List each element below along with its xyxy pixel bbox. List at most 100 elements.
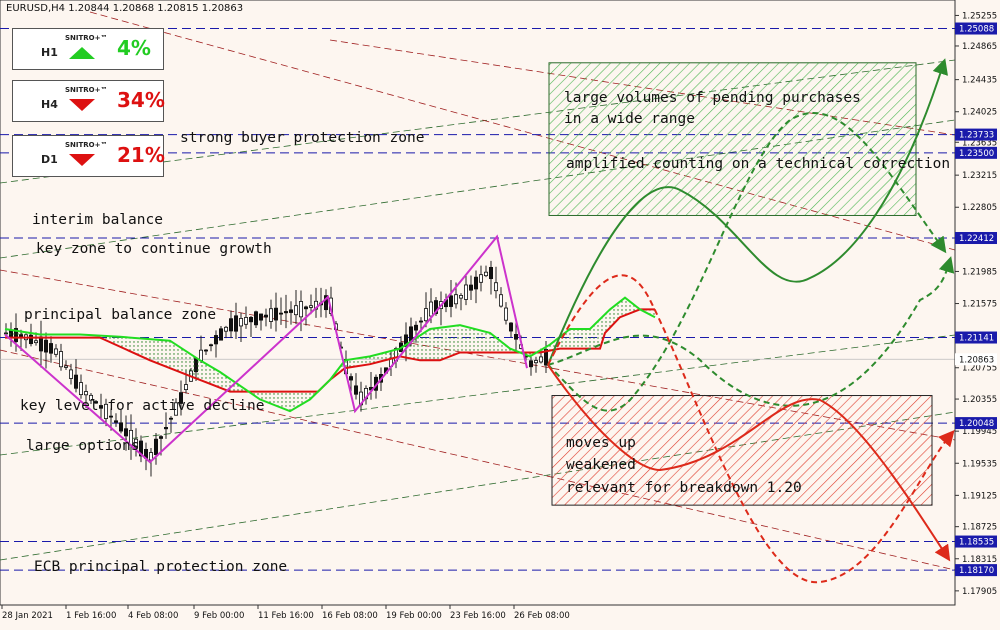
price-tick-label: 1.20355	[962, 395, 997, 405]
candle-body	[258, 313, 263, 321]
brand-label: SNITRO+™	[65, 86, 108, 94]
candle-body	[253, 311, 258, 326]
level-label-box	[955, 353, 997, 366]
percent-value: 21%	[117, 143, 165, 167]
candle-body	[178, 392, 183, 404]
candle-body	[208, 344, 213, 347]
candle-body	[248, 316, 253, 323]
candle-body	[448, 295, 453, 307]
price-tick-label: 1.23635	[962, 138, 997, 148]
time-tick-label: 11 Feb 16:00	[258, 611, 314, 621]
candle-body	[158, 436, 163, 439]
candle-body	[514, 334, 519, 340]
zone-text-weakened: weakened	[566, 457, 636, 473]
time-tick-label: 1 Feb 16:00	[66, 611, 116, 621]
level-label-box	[955, 331, 997, 344]
candle-body	[323, 295, 328, 311]
trendline-red	[89, 11, 956, 251]
candle-body	[228, 318, 233, 332]
forecast-green-solid	[547, 58, 948, 366]
timeframe-label: H1	[41, 46, 58, 59]
level-label: 1.18535	[959, 538, 994, 548]
level-label-box	[955, 417, 997, 430]
forecast-red-solid	[547, 364, 951, 562]
price-tick-label: 1.18315	[962, 555, 997, 565]
annotation-key-zone: key zone to continue growth	[36, 241, 272, 257]
level-label-box	[955, 535, 997, 548]
candle-body	[483, 271, 488, 277]
candle-body	[203, 349, 208, 352]
candle-body	[298, 301, 303, 318]
time-tick-label: 26 Feb 08:00	[514, 611, 570, 621]
annotation-interim: interim balance	[32, 212, 163, 228]
forecast-green-dashed	[547, 112, 947, 412]
level-label: 1.21141	[959, 334, 994, 344]
price-tick-label: 1.25255	[962, 11, 997, 21]
candle-body	[59, 351, 64, 368]
level-label: 1.18170	[959, 566, 994, 576]
level-label: 1.22412	[959, 234, 994, 244]
candle-body	[273, 307, 278, 321]
candle-body	[49, 343, 54, 354]
level-label-box	[955, 232, 997, 245]
candle-body	[488, 266, 493, 280]
candle-body	[119, 422, 124, 432]
signal-panel-h1: H1 SNITRO+™ 4%	[12, 28, 164, 70]
level-label-box	[955, 564, 997, 577]
candle-body	[89, 394, 94, 401]
up-arrow-icon	[69, 47, 95, 59]
candle-body	[473, 276, 478, 290]
candle-body	[138, 440, 143, 457]
time-tick-label: 28 Jan 2021	[2, 611, 53, 621]
candle-body	[39, 336, 44, 352]
annotation-ecb: ECB principal protection zone	[34, 559, 288, 575]
signal-panel-d1: D1 SNITRO+™ 21%	[12, 135, 165, 177]
level-label: 1.23733	[959, 131, 994, 141]
timeframe-label: H4	[41, 98, 58, 111]
time-tick-label: 4 Feb 08:00	[128, 611, 178, 621]
price-tick-label: 1.22805	[962, 203, 997, 213]
trendline-red	[0, 349, 956, 571]
candle-body	[124, 428, 129, 437]
price-tick-label: 1.17905	[962, 587, 997, 597]
candle-body	[243, 317, 248, 325]
level-label: 1.20048	[959, 419, 994, 429]
percent-value: 4%	[117, 36, 151, 60]
candle-body	[223, 326, 228, 332]
level-label: 1.25088	[959, 25, 994, 35]
candle-body	[183, 384, 188, 390]
trendline-red	[329, 39, 956, 136]
signal-panel-h4: H4 SNITRO+™ 34%	[12, 80, 165, 122]
candle-body	[458, 295, 463, 299]
candle-body	[408, 326, 413, 342]
annotation-key-level: key level for active decline	[20, 398, 265, 414]
candle-body	[153, 438, 158, 456]
level-label: 1.23500	[959, 149, 994, 159]
candle-body	[54, 348, 59, 355]
candle-body	[268, 308, 273, 322]
candle-body	[353, 385, 358, 395]
level-label: 1.20863	[959, 355, 994, 365]
tenkan-line	[4, 296, 656, 413]
candle-body	[283, 311, 288, 314]
timeframe-label: D1	[41, 153, 58, 166]
price-tick-label: 1.21985	[962, 267, 997, 277]
candle-body	[133, 438, 138, 448]
candle-body	[238, 318, 243, 327]
candle-body	[308, 305, 313, 308]
forecast-red-dashed	[547, 274, 955, 584]
candle-body	[213, 335, 218, 345]
candle-body	[163, 427, 168, 430]
price-tick-label: 1.18725	[962, 523, 997, 533]
time-tick-label: 9 Feb 00:00	[194, 611, 244, 621]
candle-body	[84, 391, 89, 396]
price-tick-label: 1.19125	[962, 491, 997, 501]
candle-body	[498, 294, 503, 307]
candle-body	[539, 356, 544, 363]
level-label-box	[955, 128, 997, 141]
zone-text-correction: amplified counting on a technical correc…	[566, 156, 951, 172]
candle-body	[64, 365, 69, 368]
time-tick-label: 16 Feb 08:00	[322, 611, 378, 621]
